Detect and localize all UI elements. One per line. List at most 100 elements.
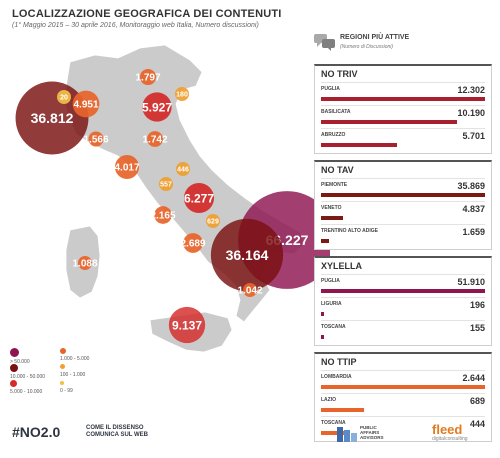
region-row: BASILICATA 10.190	[321, 105, 485, 128]
legend-item: 0 - 99	[60, 380, 73, 394]
region-bar	[321, 216, 344, 220]
section-title: XYLELLA	[321, 261, 363, 271]
bubble	[159, 177, 173, 191]
topic-section: NO TAV PIEMONTE 35.869 VENETO 4.837 TRENTINO …	[314, 160, 492, 250]
bubble-label: 2.165	[150, 211, 175, 222]
bubble	[206, 214, 220, 228]
section-title: NO TTIP	[321, 357, 357, 367]
bubble	[168, 306, 206, 344]
chat-bubbles-icon	[314, 34, 335, 51]
bubble	[147, 131, 163, 147]
region-bar	[321, 193, 485, 197]
legend-label: 5.000 - 10.000	[10, 389, 43, 395]
bubble-label: 6.277	[184, 191, 214, 205]
topic-section: NO TTIP LOMBARDIA 2.644 LAZIO 689 TOSCANA 444	[314, 352, 492, 442]
legend-label: > 50.000	[10, 359, 30, 365]
footer-tagline: COME IL DISSENSO COMUNICA SUL WEB	[86, 425, 148, 439]
public-affairs-logo-icon	[337, 427, 357, 442]
legend-item: 10.000 - 50.000	[10, 364, 45, 380]
logo-text: #NO2.0	[12, 424, 61, 440]
bubble-label: 1.566	[83, 135, 108, 146]
map-legend: > 50.000 10.000 - 50.000 5.000 - 10.000 1.0…	[10, 348, 130, 408]
bubble	[114, 154, 140, 180]
legend-label: 1.000 - 5.000	[60, 356, 90, 363]
bubble	[154, 206, 172, 224]
region-value: 444	[469, 419, 485, 429]
topic-section: XYLELLA PUGLIA 51.910 LIGURIA 196 TOSCANA 155	[314, 256, 492, 346]
region-value: 2.644	[462, 373, 485, 383]
bubble-label: 629	[207, 219, 219, 226]
region-value: 155	[469, 323, 485, 333]
region-name: BASILICATA	[321, 109, 351, 115]
region-value: 196	[469, 300, 485, 310]
region-bar	[321, 335, 325, 339]
region-name: PUGLIA	[321, 86, 340, 92]
region-name: ABRUZZO	[321, 132, 346, 138]
legend-item: 5.000 - 10.000	[10, 380, 42, 395]
bubble-label: 1.742	[142, 135, 167, 146]
region-name: TRENTINO ALTO ADIGE	[321, 228, 378, 234]
tagline-line-1: COME IL DISSENSO	[86, 425, 144, 431]
region-bar	[321, 97, 485, 101]
bubble	[243, 283, 257, 297]
region-name: TOSCANA	[321, 324, 346, 330]
regions-panel: REGIONI PIÙ ATTIVE (Numero di Discussion…	[314, 30, 492, 448]
legend-swatch	[10, 380, 17, 387]
section-title: NO TAV	[321, 165, 354, 175]
paa-line-1: PUBLIC	[360, 425, 377, 430]
bubble	[176, 162, 190, 176]
bubble-label: 9.137	[172, 318, 202, 332]
region-row: LIGURIA 196	[321, 297, 485, 320]
fleed-logo: fleed	[432, 422, 463, 437]
region-bar	[321, 289, 485, 293]
region-row: PUGLIA 51.910	[321, 274, 485, 297]
region-value: 1.659	[462, 227, 485, 237]
section-title: NO TRIV	[321, 69, 358, 79]
region-name: LOMBARDIA	[321, 374, 352, 380]
bubble	[183, 182, 215, 214]
bubble	[210, 218, 284, 292]
region-bar	[321, 120, 457, 124]
bubble-label: 36.812	[31, 110, 74, 126]
region-value: 5.701	[462, 131, 485, 141]
region-name: VENETO	[321, 205, 342, 211]
region-name: LIGURIA	[321, 301, 342, 307]
region-bar	[321, 239, 329, 243]
bubble-label: 5.927	[142, 100, 172, 114]
region-row: LOMBARDIA 2.644	[321, 370, 485, 393]
region-row: TOSCANA 444	[321, 416, 485, 439]
bubble-label: 4.017	[114, 163, 139, 174]
paa-line-2: AFFAIRS	[360, 430, 380, 435]
bubble	[175, 87, 189, 101]
bubble	[72, 90, 100, 118]
fleed-subtitle: digitalconsulting	[432, 436, 468, 442]
italy-bubble-map: 36.812 20 4.951 1.797 5.927 180 1.566 1.742 4.01…	[15, 44, 330, 353]
paa-line-3: ADVISORS	[360, 435, 384, 440]
legend-swatch	[10, 348, 19, 357]
region-row: PIEMONTE 35.869	[321, 178, 485, 201]
legend-item: > 50.000	[10, 348, 30, 365]
legend-swatch	[60, 380, 64, 385]
bubble	[57, 90, 71, 104]
legend-label: 0 - 99	[60, 388, 73, 394]
bubble	[88, 131, 104, 147]
public-affairs-text: PUBLIC AFFAIRS ADVISORS	[360, 425, 384, 440]
bubble-label: 36.164	[226, 247, 269, 263]
legend-label: 100 - 1.000	[60, 372, 86, 378]
tagline-line-2: COMUNICA SUL WEB	[86, 432, 148, 438]
no2-logo: #NO2.0	[12, 424, 60, 440]
region-name: PIEMONTE	[321, 182, 348, 188]
region-bar	[321, 385, 485, 389]
bubble	[142, 92, 172, 122]
legend-label: 10.000 - 50.000	[10, 374, 46, 380]
region-row: ABRUZZO 5.701	[321, 128, 485, 151]
legend-item: 1.000 - 5.000	[60, 348, 89, 362]
chart-subtitle: (1° Maggio 2015 – 30 aprile 2016, Monito…	[12, 22, 259, 29]
region-name: TOSCANA	[321, 420, 346, 426]
panel-note: (Numero di Discussioni)	[340, 44, 394, 50]
bubble-label: 1.042	[237, 286, 262, 297]
bubble-label: 2.689	[180, 239, 205, 250]
bubble	[183, 233, 203, 253]
chart-title: LOCALIZZAZIONE GEOGRAFICA DEI CONTENUTI	[12, 8, 282, 20]
bubble-label: 1.088	[72, 259, 97, 270]
